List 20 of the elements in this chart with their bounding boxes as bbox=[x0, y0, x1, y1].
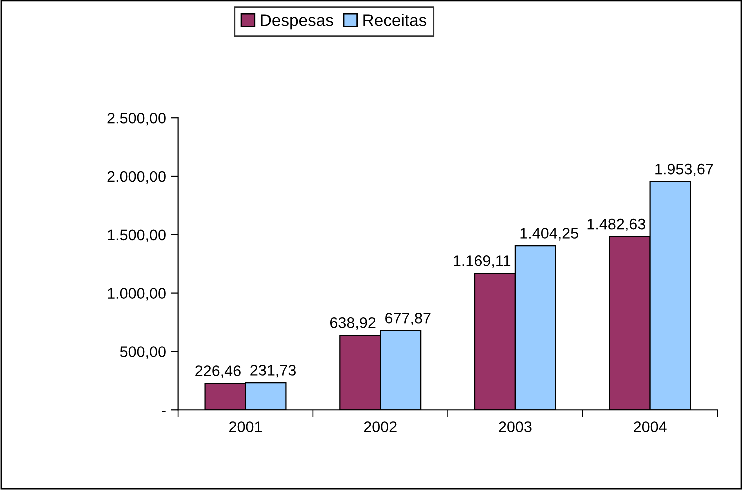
legend-label: Receitas bbox=[364, 14, 427, 26]
y-tick-label: 500,00 bbox=[120, 346, 166, 360]
data-label: 1.953,67 bbox=[656, 164, 714, 177]
y-tick-label: - bbox=[162, 411, 166, 412]
y-tick-label: 1.000,00 bbox=[108, 288, 166, 301]
x-tick-label: 2004 bbox=[634, 422, 667, 432]
x-tick-label: 2002 bbox=[364, 422, 397, 432]
data-label: 1.169,11 bbox=[454, 256, 511, 268]
data-label: 1.482,63 bbox=[588, 218, 646, 232]
y-tick-label: 2.500,00 bbox=[108, 112, 166, 126]
data-label: 231,73 bbox=[250, 365, 296, 378]
data-label: 1.404,25 bbox=[520, 228, 578, 241]
x-tick-label: 2001 bbox=[230, 422, 262, 432]
data-label: 638,92 bbox=[330, 317, 376, 330]
legend-label: Despesas bbox=[261, 14, 334, 30]
data-label: 226,46 bbox=[196, 366, 241, 378]
data-label: 677,87 bbox=[386, 312, 431, 326]
y-tick-label: 1.500,00 bbox=[108, 230, 166, 242]
x-tick-label: 2003 bbox=[499, 422, 532, 432]
y-tick-label: 2.000,00 bbox=[108, 171, 166, 184]
